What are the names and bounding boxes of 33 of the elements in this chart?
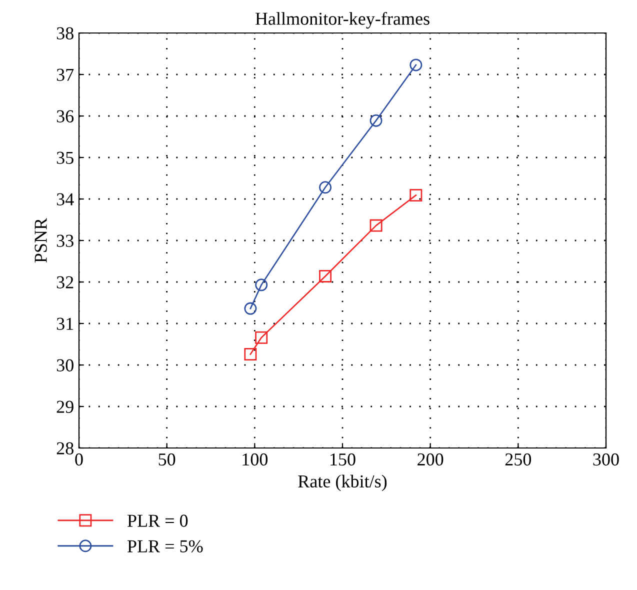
y-tick-label: 29 xyxy=(56,400,74,413)
point xyxy=(255,278,268,292)
point xyxy=(410,58,422,72)
point xyxy=(244,302,257,315)
x-tick-label: 100 xyxy=(242,453,268,466)
x-tick-label: 200 xyxy=(418,453,444,466)
point xyxy=(244,348,257,360)
legend-label: PLR = 5% xyxy=(127,540,203,552)
y-tick-label: 33 xyxy=(56,234,74,247)
y-tick-label: 36 xyxy=(56,110,74,122)
x-tick-label: 300 xyxy=(593,453,619,466)
x-tick-label: 0 xyxy=(75,453,83,466)
y-tick-label: 31 xyxy=(56,318,74,330)
y-tick-label: 34 xyxy=(56,193,74,206)
y-tick-label: 30 xyxy=(56,359,74,372)
point xyxy=(410,189,422,202)
y-tick-label: 28 xyxy=(56,442,74,454)
legend-label: PLR = 0 xyxy=(127,514,188,527)
y-tick-label: 38 xyxy=(56,27,74,40)
x-axis-title: Rate (kbit/s) xyxy=(298,474,387,492)
y-axis-title: PSNR xyxy=(34,218,47,263)
y-tick-label: 35 xyxy=(56,152,74,164)
x-tick-label: 250 xyxy=(505,453,532,466)
point xyxy=(255,331,268,344)
chart-title: Hallmonitor-key-frames xyxy=(255,12,430,29)
point xyxy=(370,114,382,127)
point xyxy=(319,270,332,282)
point xyxy=(370,219,382,232)
y-tick-label: 32 xyxy=(56,276,74,288)
y-tick-label: 37 xyxy=(56,68,74,81)
point xyxy=(319,181,332,194)
x-tick-label: 150 xyxy=(330,453,356,466)
x-tick-label: 50 xyxy=(158,453,176,466)
